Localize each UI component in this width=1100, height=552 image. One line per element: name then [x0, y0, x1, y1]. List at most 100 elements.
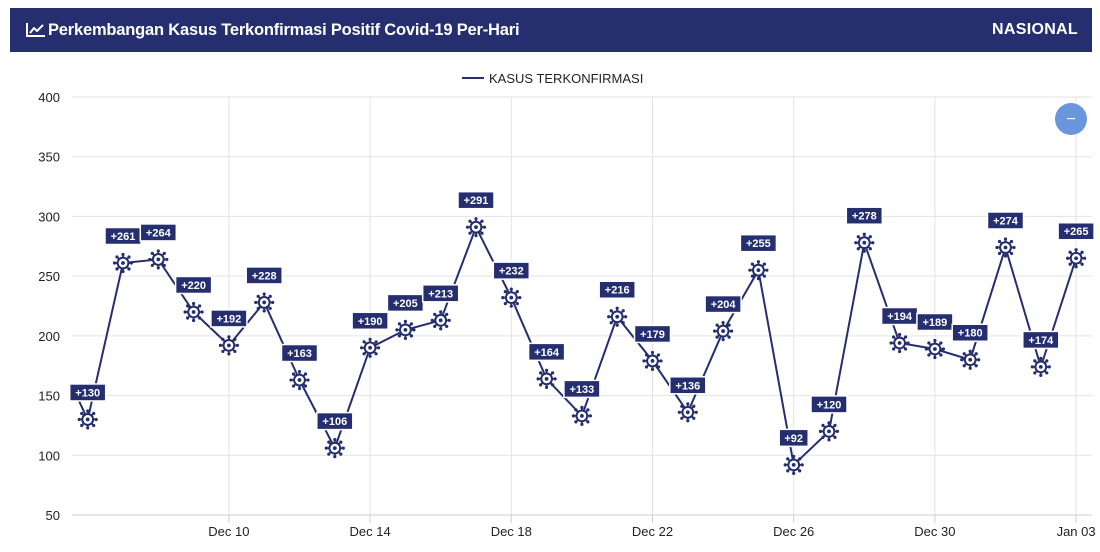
- virus-spike-tip: [80, 411, 84, 416]
- data-label-box: [210, 309, 248, 328]
- virus-spike-tip: [786, 469, 790, 473]
- data-label-text: +220: [181, 280, 206, 292]
- data-point[interactable]: [395, 319, 416, 340]
- data-point[interactable]: [748, 260, 769, 281]
- virus-spike-tip: [933, 355, 937, 360]
- data-point[interactable]: [889, 332, 910, 354]
- y-tick-label: 250: [38, 269, 60, 284]
- virus-spike-tip: [1009, 251, 1014, 256]
- virus-spike-tip: [445, 324, 449, 328]
- data-point[interactable]: [1066, 248, 1087, 269]
- virus-spike-tip: [480, 231, 484, 235]
- virus-spike-tip: [115, 267, 119, 271]
- virus-spike-tip: [642, 359, 646, 363]
- virus-spike-tip: [439, 327, 443, 331]
- virus-spike-tip: [1045, 359, 1049, 363]
- virus-spike-tip: [727, 323, 731, 327]
- data-label: +261: [104, 226, 142, 246]
- data-point[interactable]: [77, 409, 98, 430]
- data-point[interactable]: [360, 337, 381, 358]
- virus-spike-tip: [721, 337, 725, 342]
- virus-spike-tip: [609, 309, 613, 313]
- virus-spike-tip: [221, 337, 225, 342]
- data-label: +133: [563, 379, 601, 399]
- virus-spike-tip: [968, 366, 972, 370]
- legend[interactable]: KASUS TERKONFIRMASI: [462, 71, 643, 86]
- data-point[interactable]: [677, 402, 698, 423]
- data-points: [77, 217, 1087, 475]
- data-label: +232: [492, 261, 531, 280]
- virus-spike-tip: [339, 440, 343, 444]
- data-point[interactable]: [324, 438, 345, 459]
- virus-spike-tip: [256, 306, 260, 311]
- virus-core: [156, 257, 161, 262]
- data-point[interactable]: [924, 338, 946, 360]
- virus-spike-tip: [465, 225, 470, 229]
- virus-spike-tip: [898, 349, 902, 354]
- virus-core: [544, 376, 549, 381]
- data-point[interactable]: [607, 306, 628, 327]
- data-label-box: [527, 342, 566, 362]
- data-point[interactable]: [218, 335, 239, 356]
- virus-spike-tip: [677, 410, 681, 414]
- virus-spike-tip: [974, 364, 978, 368]
- data-label: +120: [810, 395, 848, 414]
- virus-spike-tip: [750, 274, 754, 278]
- virus-spike-tip: [659, 359, 663, 363]
- virus-core: [1038, 365, 1043, 369]
- data-point[interactable]: [571, 405, 593, 426]
- data-point[interactable]: [854, 232, 875, 253]
- data-point[interactable]: [818, 421, 840, 442]
- data-point[interactable]: [642, 350, 663, 372]
- data-point[interactable]: [783, 454, 804, 475]
- collapse-button-bg[interactable]: [1055, 103, 1087, 135]
- virus-spike-tip: [762, 274, 767, 278]
- data-point[interactable]: [501, 287, 522, 308]
- data-point[interactable]: [995, 237, 1016, 258]
- virus-spike-tip: [430, 318, 434, 322]
- data-point[interactable]: [254, 292, 275, 313]
- virus-spike-tip: [185, 304, 190, 308]
- data-point[interactable]: [148, 249, 169, 270]
- data-label-box: [1022, 330, 1060, 350]
- virus-spike-tip: [198, 304, 202, 308]
- data-label-text: +232: [499, 266, 524, 278]
- data-point[interactable]: [112, 252, 134, 274]
- virus-spike-tip: [783, 463, 787, 467]
- collapse-button[interactable]: −: [1055, 103, 1087, 135]
- virus-spike-tip: [129, 261, 134, 265]
- data-label-box: [1057, 221, 1095, 241]
- data-point[interactable]: [1030, 356, 1051, 378]
- virus-spike-tip: [80, 423, 84, 428]
- virus-spike-tip: [686, 419, 690, 423]
- virus-spike-tip: [327, 440, 331, 444]
- title-wrap: Perkembangan Kasus Terkonfirmasi Positif…: [26, 8, 520, 52]
- data-point[interactable]: [289, 369, 310, 391]
- data-point[interactable]: [713, 320, 734, 342]
- data-label-box: [316, 411, 354, 431]
- virus-spike-tip: [156, 249, 160, 253]
- virus-core: [897, 341, 902, 345]
- virus-spike-tip: [165, 257, 169, 262]
- data-point[interactable]: [960, 349, 981, 370]
- virus-spike-tip: [112, 261, 117, 265]
- virus-core: [1003, 245, 1008, 250]
- virus-spike-tip: [827, 421, 831, 425]
- data-label-text: +136: [675, 380, 700, 392]
- data-label-text: +216: [605, 285, 630, 297]
- virus-spike-tip: [1030, 365, 1034, 369]
- data-point[interactable]: [430, 310, 451, 331]
- virus-spike-tip: [233, 349, 237, 354]
- virus-spike-tip: [586, 420, 590, 424]
- virus-spike-tip: [868, 235, 872, 239]
- data-point[interactable]: [183, 301, 204, 323]
- data-point[interactable]: [536, 368, 557, 389]
- data-label-text: +189: [923, 317, 948, 329]
- virus-core: [368, 345, 372, 350]
- minus-icon[interactable]: −: [1066, 111, 1075, 128]
- data-point[interactable]: [465, 217, 487, 238]
- virus-spike-tip: [997, 239, 1002, 244]
- virus-spike-tip: [397, 334, 401, 338]
- virus-spike-tip: [324, 446, 328, 450]
